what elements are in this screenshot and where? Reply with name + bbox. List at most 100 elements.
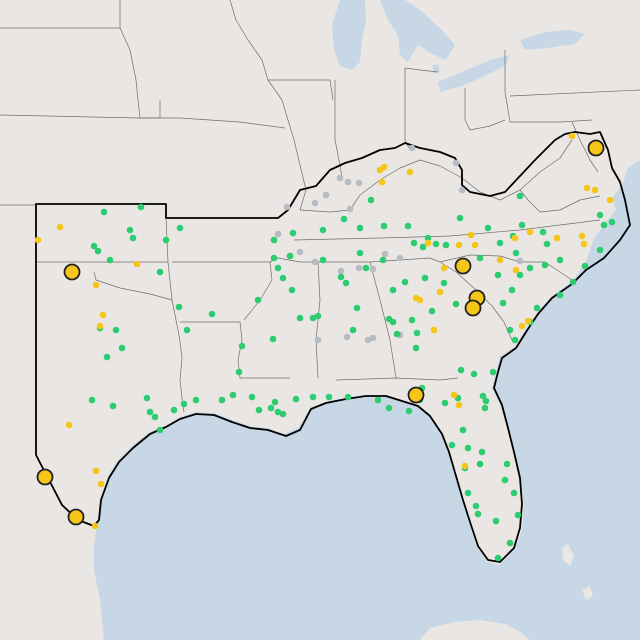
- green-marker[interactable]: [569, 278, 577, 286]
- gray-marker[interactable]: [337, 267, 345, 275]
- gray-marker[interactable]: [311, 258, 319, 266]
- green-marker[interactable]: [539, 228, 547, 236]
- yellow-marker[interactable]: [524, 317, 532, 325]
- green-marker[interactable]: [511, 336, 519, 344]
- green-marker[interactable]: [151, 413, 159, 421]
- green-marker[interactable]: [401, 278, 409, 286]
- green-marker[interactable]: [289, 229, 297, 237]
- gray-marker[interactable]: [381, 250, 389, 258]
- green-marker[interactable]: [176, 224, 184, 232]
- green-marker[interactable]: [109, 402, 117, 410]
- green-marker[interactable]: [380, 222, 388, 230]
- green-marker[interactable]: [146, 408, 154, 416]
- yellow-marker[interactable]: [406, 168, 414, 176]
- green-marker[interactable]: [270, 236, 278, 244]
- green-marker[interactable]: [408, 316, 416, 324]
- yellow-marker[interactable]: [580, 240, 588, 248]
- green-marker[interactable]: [106, 256, 114, 264]
- gray-marker[interactable]: [343, 333, 351, 341]
- green-marker[interactable]: [421, 274, 429, 282]
- green-marker[interactable]: [510, 489, 518, 497]
- green-marker[interactable]: [489, 368, 497, 376]
- green-marker[interactable]: [440, 279, 448, 287]
- green-marker[interactable]: [379, 256, 387, 264]
- green-marker[interactable]: [229, 391, 237, 399]
- green-marker[interactable]: [269, 335, 277, 343]
- yellow-marker[interactable]: [512, 266, 520, 274]
- green-marker[interactable]: [344, 393, 352, 401]
- green-marker[interactable]: [503, 460, 511, 468]
- green-marker[interactable]: [374, 396, 382, 404]
- green-marker[interactable]: [405, 407, 413, 415]
- yellow-marker[interactable]: [606, 196, 614, 204]
- green-marker[interactable]: [337, 273, 345, 281]
- yellow-marker[interactable]: [92, 281, 100, 289]
- green-marker[interactable]: [516, 192, 524, 200]
- green-marker[interactable]: [496, 239, 504, 247]
- yellow-marker[interactable]: [430, 326, 438, 334]
- yellow-marker[interactable]: [578, 232, 586, 240]
- green-marker[interactable]: [103, 353, 111, 361]
- green-marker[interactable]: [412, 344, 420, 352]
- green-marker[interactable]: [428, 307, 436, 315]
- green-marker[interactable]: [432, 240, 440, 248]
- green-marker[interactable]: [481, 404, 489, 412]
- green-marker[interactable]: [470, 370, 478, 378]
- yellow-marker[interactable]: [380, 163, 388, 171]
- green-marker[interactable]: [499, 299, 507, 307]
- green-marker[interactable]: [501, 476, 509, 484]
- yellow-marker[interactable]: [553, 234, 561, 242]
- green-marker[interactable]: [506, 539, 514, 547]
- green-marker[interactable]: [478, 448, 486, 456]
- yellow-marker[interactable]: [583, 184, 591, 192]
- yellow-marker[interactable]: [518, 322, 526, 330]
- gray-marker[interactable]: [344, 178, 352, 186]
- yellow-marker[interactable]: [424, 239, 432, 247]
- green-marker[interactable]: [319, 226, 327, 234]
- green-marker[interactable]: [288, 286, 296, 294]
- green-marker[interactable]: [556, 256, 564, 264]
- large-yellow-marker[interactable]: [407, 386, 425, 404]
- green-marker[interactable]: [581, 262, 589, 270]
- green-marker[interactable]: [267, 404, 275, 412]
- green-marker[interactable]: [340, 215, 348, 223]
- green-marker[interactable]: [413, 329, 421, 337]
- green-marker[interactable]: [156, 268, 164, 276]
- green-marker[interactable]: [484, 224, 492, 232]
- yellow-marker[interactable]: [455, 241, 463, 249]
- green-marker[interactable]: [479, 392, 487, 400]
- green-marker[interactable]: [533, 304, 541, 312]
- green-marker[interactable]: [279, 410, 287, 418]
- green-marker[interactable]: [349, 326, 357, 334]
- yellow-marker[interactable]: [99, 311, 107, 319]
- green-marker[interactable]: [309, 314, 317, 322]
- gray-marker[interactable]: [516, 257, 524, 265]
- green-marker[interactable]: [218, 396, 226, 404]
- yellow-marker[interactable]: [526, 228, 534, 236]
- large-yellow-marker[interactable]: [63, 263, 81, 281]
- green-marker[interactable]: [292, 395, 300, 403]
- gray-marker[interactable]: [314, 336, 322, 344]
- yellow-marker[interactable]: [450, 391, 458, 399]
- green-marker[interactable]: [156, 426, 164, 434]
- green-marker[interactable]: [314, 312, 322, 320]
- gray-marker[interactable]: [369, 265, 377, 273]
- yellow-marker[interactable]: [461, 462, 469, 470]
- gray-marker[interactable]: [452, 159, 460, 167]
- green-marker[interactable]: [459, 426, 467, 434]
- green-marker[interactable]: [170, 406, 178, 414]
- yellow-marker[interactable]: [96, 322, 104, 330]
- green-marker[interactable]: [464, 444, 472, 452]
- green-marker[interactable]: [192, 396, 200, 404]
- green-marker[interactable]: [137, 203, 145, 211]
- green-marker[interactable]: [543, 240, 551, 248]
- green-marker[interactable]: [208, 310, 216, 318]
- green-marker[interactable]: [556, 291, 564, 299]
- green-marker[interactable]: [274, 264, 282, 272]
- green-marker[interactable]: [342, 279, 350, 287]
- yellow-marker[interactable]: [455, 401, 463, 409]
- yellow-marker[interactable]: [97, 480, 105, 488]
- gray-marker[interactable]: [322, 191, 330, 199]
- green-marker[interactable]: [238, 342, 246, 350]
- yellow-marker[interactable]: [416, 296, 424, 304]
